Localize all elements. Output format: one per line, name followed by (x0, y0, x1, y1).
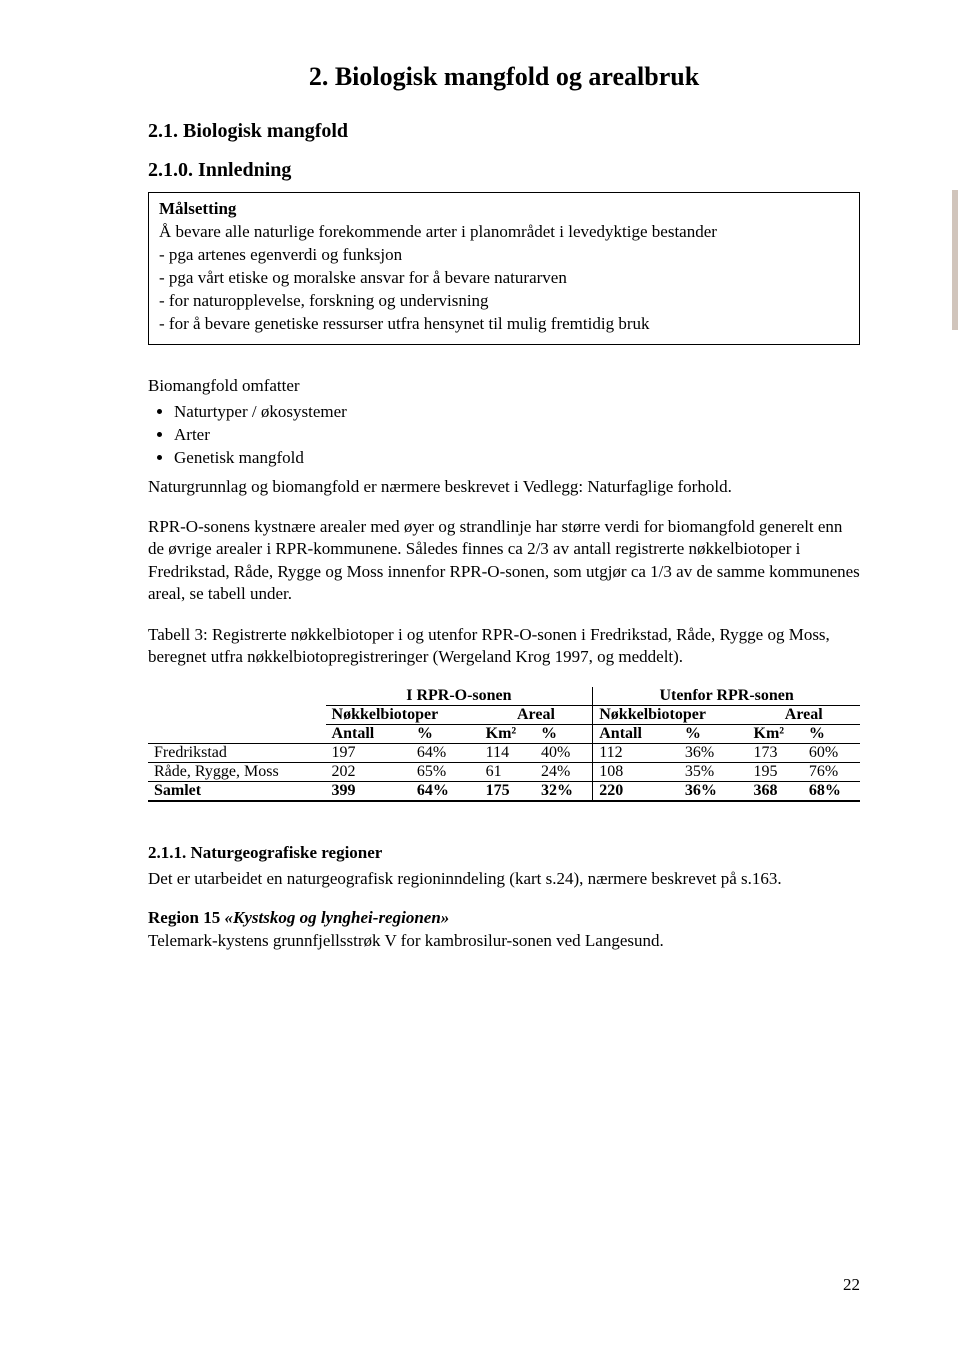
objective-line-3: - pga vårt etiske og moralske ansvar for… (159, 267, 849, 290)
col-km2: Km² (748, 724, 803, 743)
page: 2. Biologisk mangfold og arealbruk 2.1. … (0, 0, 960, 1345)
col-pct: % (803, 724, 860, 743)
col-pct: % (411, 724, 480, 743)
row-name: Fredrikstad (148, 743, 326, 762)
row-name: Samlet (148, 781, 326, 801)
col-group-areal-out: Areal (748, 705, 860, 724)
col-group-biotoper-in: Nøkkelbiotoper (326, 705, 480, 724)
table3-caption: Tabell 3: Registrerte nøkkelbiotoper i o… (148, 624, 860, 669)
table-row-total: Samlet 399 64% 175 32% 220 36% 368 68% (148, 781, 860, 801)
objective-line-1: Å bevare alle naturlige forekommende art… (159, 221, 849, 244)
objective-box: Målsetting Å bevare alle naturlige forek… (148, 192, 860, 345)
col-antall: Antall (593, 724, 679, 743)
col-km2: Km² (480, 724, 535, 743)
table-row: Fredrikstad 197 64% 114 40% 112 36% 173 … (148, 743, 860, 762)
section-2-1-0-heading: 2.1.0. Innledning (148, 159, 860, 182)
table3: I RPR-O-sonen Utenfor RPR-sonen Nøkkelbi… (148, 687, 860, 802)
section-2-1-1-body: Det er utarbeidet en naturgeografisk reg… (148, 868, 860, 890)
table-row: Råde, Rygge, Moss 202 65% 61 24% 108 35%… (148, 762, 860, 781)
section-2-1-1: 2.1.1. Naturgeografiske regioner (148, 842, 860, 864)
objective-title: Målsetting (159, 199, 849, 219)
chapter-title: 2. Biologisk mangfold og arealbruk (148, 62, 860, 92)
list-item: Arter (174, 424, 860, 447)
objective-line-5: - for å bevare genetiske ressurser utfra… (159, 313, 849, 336)
region15-name: «Kystskog og lynghei-regionen» (225, 908, 450, 927)
row-name: Råde, Rygge, Moss (148, 762, 326, 781)
scan-edge-artifact (952, 190, 958, 330)
objective-line-2: - pga artenes egenverdi og funksjon (159, 244, 849, 267)
col-antall: Antall (326, 724, 411, 743)
region15-body: Telemark-kystens grunnfjellsstrøk V for … (148, 930, 860, 952)
page-number: 22 (843, 1275, 860, 1295)
col-group-areal-in: Areal (480, 705, 593, 724)
rpr-paragraph: RPR-O-sonens kystnære arealer med øyer o… (148, 516, 860, 606)
naturgrunnlag-note: Naturgrunnlag og biomangfold er nærmere … (148, 476, 860, 498)
list-item: Genetisk mangfold (174, 447, 860, 470)
biomangfold-intro: Biomangfold omfatter (148, 375, 860, 397)
col-group-biotoper-out: Nøkkelbiotoper (593, 705, 748, 724)
biomangfold-list: Naturtyper / økosystemer Arter Genetisk … (148, 401, 860, 470)
section-2-1-1-heading: 2.1.1. Naturgeografiske regioner (148, 843, 382, 862)
col-pct: % (679, 724, 748, 743)
region15-prefix: Region 15 (148, 908, 225, 927)
table-header-inside: I RPR-O-sonen (326, 687, 593, 706)
table-header-outside: Utenfor RPR-sonen (593, 687, 860, 706)
region15-heading: Region 15 «Kystskog og lynghei-regionen» (148, 908, 860, 928)
col-pct: % (535, 724, 593, 743)
section-2-1-heading: 2.1. Biologisk mangfold (148, 120, 860, 143)
objective-line-4: - for naturopplevelse, forskning og unde… (159, 290, 849, 313)
list-item: Naturtyper / økosystemer (174, 401, 860, 424)
